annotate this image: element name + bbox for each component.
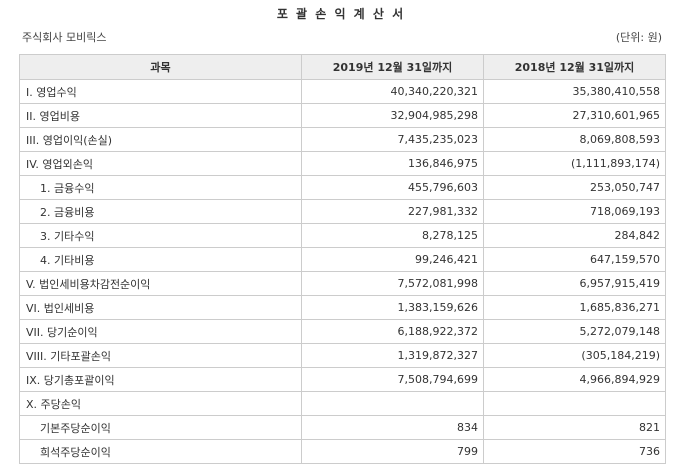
table-row: X. 주당손익 bbox=[19, 391, 666, 416]
header-account: 과목 bbox=[19, 54, 302, 80]
table-row: 기본주당순이익 834 821 bbox=[19, 415, 666, 440]
value-2018: 27,310,601,965 bbox=[483, 103, 666, 128]
value-2019: 834 bbox=[301, 415, 484, 440]
account-name: I. 영업수익 bbox=[19, 79, 302, 104]
account-name: IV. 영업외손익 bbox=[19, 151, 302, 176]
account-name: VII. 당기순이익 bbox=[19, 319, 302, 344]
value-2019: 455,796,603 bbox=[301, 175, 484, 200]
table-row: VII. 당기순이익 6,188,922,372 5,272,079,148 bbox=[19, 319, 666, 344]
value-2018: 647,159,570 bbox=[483, 247, 666, 272]
unit-label: (단위: 원) bbox=[615, 31, 662, 44]
value-2019: 7,435,235,023 bbox=[301, 127, 484, 152]
value-2019: 7,508,794,699 bbox=[301, 367, 484, 392]
value-2019: 8,278,125 bbox=[301, 223, 484, 248]
table-row: 희석주당순이익 799 736 bbox=[19, 439, 666, 464]
company-name: 주식회사 모비릭스 bbox=[22, 31, 107, 44]
value-2019: 6,188,922,372 bbox=[301, 319, 484, 344]
value-2019: 227,981,332 bbox=[301, 199, 484, 224]
value-2019: 1,383,159,626 bbox=[301, 295, 484, 320]
value-2018: 821 bbox=[483, 415, 666, 440]
account-name: 1. 금융수익 bbox=[19, 175, 302, 200]
value-2019: 1,319,872,327 bbox=[301, 343, 484, 368]
account-name: VI. 법인세비용 bbox=[19, 295, 302, 320]
table-row: VIII. 기타포괄손익 1,319,872,327 (305,184,219) bbox=[19, 343, 666, 368]
value-2019: 799 bbox=[301, 439, 484, 464]
statement-table: 과목 2019년 12월 31일까지 2018년 12월 31일까지 I. 영업… bbox=[19, 54, 666, 464]
table-row: VI. 법인세비용 1,383,159,626 1,685,836,271 bbox=[19, 295, 666, 320]
table-row: IX. 당기총포괄이익 7,508,794,699 4,966,894,929 bbox=[19, 367, 666, 392]
page-title: 포 괄 손 익 계 산 서 bbox=[276, 7, 406, 21]
account-name: VIII. 기타포괄손익 bbox=[19, 343, 302, 368]
value-2018: 1,685,836,271 bbox=[483, 295, 666, 320]
value-2018: 253,050,747 bbox=[483, 175, 666, 200]
value-2019: 40,340,220,321 bbox=[301, 79, 484, 104]
account-name: IX. 당기총포괄이익 bbox=[19, 367, 302, 392]
table-row: 4. 기타비용 99,246,421 647,159,570 bbox=[19, 247, 666, 272]
account-name: V. 법인세비용차감전순이익 bbox=[19, 271, 302, 296]
account-name: 기본주당순이익 bbox=[19, 415, 302, 440]
value-2019: 136,846,975 bbox=[301, 151, 484, 176]
value-2019: 7,572,081,998 bbox=[301, 271, 484, 296]
header-2018: 2018년 12월 31일까지 bbox=[483, 54, 666, 80]
table-header-row: 과목 2019년 12월 31일까지 2018년 12월 31일까지 bbox=[19, 54, 666, 80]
account-name: X. 주당손익 bbox=[19, 391, 302, 416]
table-row: I. 영업수익 40,340,220,321 35,380,410,558 bbox=[19, 79, 666, 104]
account-name: 4. 기타비용 bbox=[19, 247, 302, 272]
table-row: 3. 기타수익 8,278,125 284,842 bbox=[19, 223, 666, 248]
value-2018: 5,272,079,148 bbox=[483, 319, 666, 344]
value-2018: (305,184,219) bbox=[483, 343, 666, 368]
account-name: II. 영업비용 bbox=[19, 103, 302, 128]
table-row: 1. 금융수익 455,796,603 253,050,747 bbox=[19, 175, 666, 200]
account-name: 3. 기타수익 bbox=[19, 223, 302, 248]
value-2018: 4,966,894,929 bbox=[483, 367, 666, 392]
header-2019: 2019년 12월 31일까지 bbox=[301, 54, 484, 80]
account-name: III. 영업이익(손실) bbox=[19, 127, 302, 152]
table-row: 2. 금융비용 227,981,332 718,069,193 bbox=[19, 199, 666, 224]
value-2018: 284,842 bbox=[483, 223, 666, 248]
table-row: III. 영업이익(손실) 7,435,235,023 8,069,808,593 bbox=[19, 127, 666, 152]
table-row: II. 영업비용 32,904,985,298 27,310,601,965 bbox=[19, 103, 666, 128]
value-2018: 736 bbox=[483, 439, 666, 464]
value-2019: 99,246,421 bbox=[301, 247, 484, 272]
table-row: IV. 영업외손익 136,846,975 (1,111,893,174) bbox=[19, 151, 666, 176]
value-2018: 718,069,193 bbox=[483, 199, 666, 224]
value-2019 bbox=[301, 391, 484, 416]
value-2018: 8,069,808,593 bbox=[483, 127, 666, 152]
table-row: V. 법인세비용차감전순이익 7,572,081,998 6,957,915,419 bbox=[19, 271, 666, 296]
account-name: 2. 금융비용 bbox=[19, 199, 302, 224]
value-2018: 6,957,915,419 bbox=[483, 271, 666, 296]
account-name: 희석주당순이익 bbox=[19, 439, 302, 464]
value-2018: (1,111,893,174) bbox=[483, 151, 666, 176]
value-2018 bbox=[483, 391, 666, 416]
value-2018: 35,380,410,558 bbox=[483, 79, 666, 104]
value-2019: 32,904,985,298 bbox=[301, 103, 484, 128]
